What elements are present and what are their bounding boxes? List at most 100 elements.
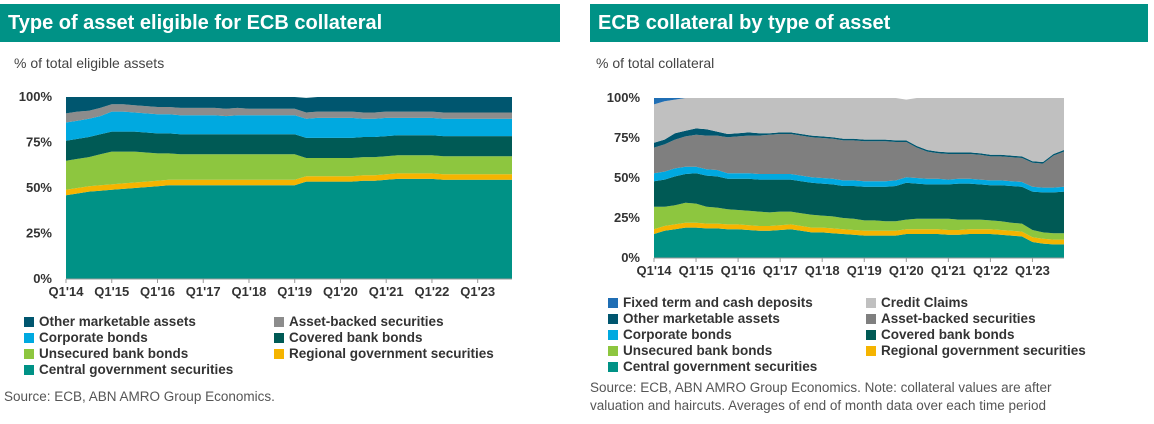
- legend-swatch: [866, 330, 876, 340]
- legend-swatch: [274, 317, 284, 327]
- legend-item-central-government-securities: Central government securities: [24, 362, 233, 378]
- x-tick-label: Q1'20: [889, 263, 924, 278]
- x-tick-label: Q1'23: [1015, 263, 1050, 278]
- legend-label: Central government securities: [39, 362, 234, 377]
- chart-title: ECB collateral by type of asset: [590, 4, 1148, 42]
- x-tick-label: Q1'17: [186, 284, 221, 299]
- legend-label: Corporate bonds: [623, 327, 732, 342]
- area-corporate-bonds: [654, 166, 1064, 193]
- legend-item-covered-bank-bonds: Covered bank bonds: [274, 330, 423, 346]
- legend-label: Unsecured bank bonds: [39, 346, 189, 361]
- legend-item-corporate-bonds: Corporate bonds: [608, 327, 732, 343]
- x-tick-label: Q1'18: [232, 284, 267, 299]
- chart-source: Source: ECB, ABN AMRO Group Economics. N…: [590, 379, 1051, 415]
- legend-item-regional-government-securities: Regional government securities: [866, 343, 1086, 359]
- legend-label: Regional government securities: [881, 343, 1086, 358]
- x-tick-label: Q1'18: [805, 263, 840, 278]
- x-tick-label: Q1'14: [637, 263, 673, 278]
- legend-item-corporate-bonds: Corporate bonds: [24, 330, 148, 346]
- legend-label: Asset-backed securities: [881, 311, 1036, 326]
- x-tick-label: Q1'22: [973, 263, 1008, 278]
- legend-item-credit-claims: Credit Claims: [866, 295, 968, 311]
- area-regional-government-securities: [66, 173, 512, 196]
- legend-item-covered-bank-bonds: Covered bank bonds: [866, 327, 1015, 343]
- legend-item-other-marketable-assets: Other marketable assets: [608, 311, 780, 327]
- legend-swatch: [866, 314, 876, 324]
- area-covered-bank-bonds: [654, 173, 1064, 234]
- legend-label: Corporate bonds: [39, 330, 148, 345]
- y-tick-label: 100%: [19, 89, 53, 104]
- area-other-marketable-assets: [66, 97, 512, 114]
- area-unsecured-bank-bonds: [66, 151, 512, 190]
- area-covered-bank-bonds: [66, 131, 512, 161]
- legend-label: Covered bank bonds: [881, 327, 1015, 342]
- area-corporate-bonds: [66, 111, 512, 141]
- area-credit-claims: [654, 98, 1064, 162]
- x-tick-label: Q1'19: [847, 263, 882, 278]
- collateral-chart: 0% 25% 50% 75% 100% Q1'14 Q1'15 Q1'16 Q1'17 Q1'18…: [607, 90, 1064, 278]
- legend-swatch: [24, 333, 34, 343]
- x-tick-label: Q1'15: [94, 284, 129, 299]
- y-tick-label: 50%: [26, 180, 52, 195]
- chart-source: Source: ECB, ABN AMRO Group Economics.: [4, 389, 275, 404]
- legend-item-central-government-securities: Central government securities: [608, 359, 817, 375]
- legend-swatch: [866, 346, 876, 356]
- x-tick-label: Q1'14: [49, 284, 85, 299]
- x-tick-label: Q1'16: [721, 263, 756, 278]
- x-tick-label: Q1'21: [369, 284, 404, 299]
- x-tick-label: Q1'20: [323, 284, 358, 299]
- y-tick-label: 25%: [26, 226, 52, 241]
- area-other-marketable-assets: [654, 128, 1064, 164]
- x-tick-label: Q1'15: [679, 263, 714, 278]
- y-tick-label: 0%: [33, 271, 52, 286]
- area-unsecured-bank-bonds: [654, 202, 1064, 240]
- legend-swatch: [608, 298, 618, 308]
- legend-item-unsecured-bank-bonds: Unsecured bank bonds: [608, 343, 772, 359]
- x-tick-label: Q1'22: [414, 284, 449, 299]
- chart-subtitle: % of total collateral: [596, 55, 715, 71]
- legend-swatch: [866, 298, 876, 308]
- legend-item-unsecured-bank-bonds: Unsecured bank bonds: [24, 346, 188, 362]
- legend-label: Fixed term and cash deposits: [623, 295, 813, 310]
- legend-item-fixed-term-and-cash-deposits: Fixed term and cash deposits: [608, 295, 813, 311]
- legend-label: Asset-backed securities: [289, 314, 444, 329]
- y-tick-label: 25%: [614, 210, 640, 225]
- legend-label: Credit Claims: [881, 295, 969, 310]
- legend-item-asset-backed-securities: Asset-backed securities: [274, 314, 444, 330]
- source-line: Source: ECB, ABN AMRO Group Economics. N…: [590, 380, 1052, 395]
- y-tick-label: 75%: [614, 130, 640, 145]
- legend-label: Other marketable assets: [39, 314, 196, 329]
- x-tick-label: Q1'16: [140, 284, 175, 299]
- legend-swatch: [24, 317, 34, 327]
- legend-swatch: [24, 349, 34, 359]
- y-tick-label: 50%: [614, 170, 640, 185]
- eligible-assets-panel: Type of asset eligible for ECB collatera…: [0, 0, 562, 424]
- legend-swatch: [608, 346, 618, 356]
- area-regional-government-securities: [654, 222, 1064, 245]
- x-tick-label: Q1'21: [931, 263, 966, 278]
- source-line: valuation and haircuts. Averages of end …: [590, 398, 1047, 413]
- legend-swatch: [608, 362, 618, 372]
- legend-item-regional-government-securities: Regional government securities: [274, 346, 494, 362]
- y-tick-label: 0%: [621, 250, 640, 265]
- area-asset-backed-securities: [654, 134, 1064, 188]
- area-asset-backed-securities: [66, 104, 512, 123]
- legend-label: Unsecured bank bonds: [623, 343, 773, 358]
- area-central-government-securities: [654, 227, 1064, 258]
- x-tick-label: Q1'17: [763, 263, 798, 278]
- legend-label: Other marketable assets: [623, 311, 780, 326]
- legend-swatch: [608, 314, 618, 324]
- x-tick-label: Q1'23: [460, 284, 495, 299]
- eligible-assets-chart: 0% 25% 50% 75% 100% Q1'14 Q1'15 Q1'16 Q1'17 Q1'18…: [19, 89, 512, 299]
- y-tick-label: 75%: [26, 135, 52, 150]
- legend-swatch: [608, 330, 618, 340]
- legend-label: Regional government securities: [289, 346, 494, 361]
- area-central-government-securities: [66, 178, 512, 279]
- legend-item-other-marketable-assets: Other marketable assets: [24, 314, 196, 330]
- collateral-panel: ECB collateral by type of asset % of tot…: [590, 0, 1154, 424]
- legend-label: Central government securities: [623, 359, 818, 374]
- legend-swatch: [24, 365, 34, 375]
- chart-title: Type of asset eligible for ECB collatera…: [0, 4, 560, 42]
- y-tick-label: 100%: [607, 90, 641, 105]
- legend-swatch: [274, 349, 284, 359]
